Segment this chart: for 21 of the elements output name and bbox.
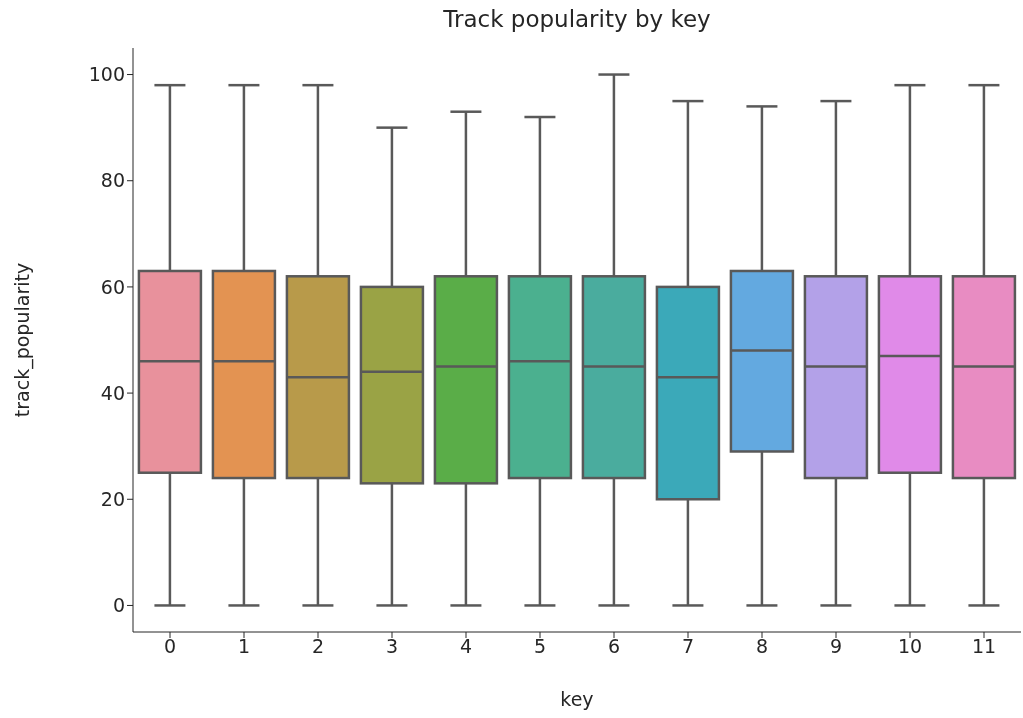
chart-title: Track popularity by key (442, 6, 712, 32)
x-tick-label: 3 (385, 635, 399, 658)
y-tick-label: 60 (100, 275, 125, 298)
y-axis-title: track_popularity (10, 262, 34, 418)
x-tick-label: 1 (237, 635, 251, 658)
y-tick-label: 40 (100, 381, 125, 404)
y-tick-label: 20 (100, 488, 125, 511)
x-tick-label: 7 (681, 635, 695, 658)
x-axis-title: key (560, 688, 594, 710)
x-tick-label: 4 (459, 635, 473, 658)
y-tick-label: 80 (100, 169, 125, 192)
x-tick-label: 2 (311, 635, 325, 658)
x-tick-label: 9 (829, 635, 843, 658)
x-tick-label: 5 (533, 635, 547, 658)
x-tick-label: 0 (163, 635, 177, 658)
x-tick-label: 8 (755, 635, 769, 658)
x-tick-label: 6 (607, 635, 621, 658)
y-tick-label: 0 (112, 594, 125, 617)
x-tick-label: 11 (971, 635, 997, 658)
x-tick-label: 10 (897, 635, 923, 658)
y-tick-label: 100 (88, 63, 125, 86)
